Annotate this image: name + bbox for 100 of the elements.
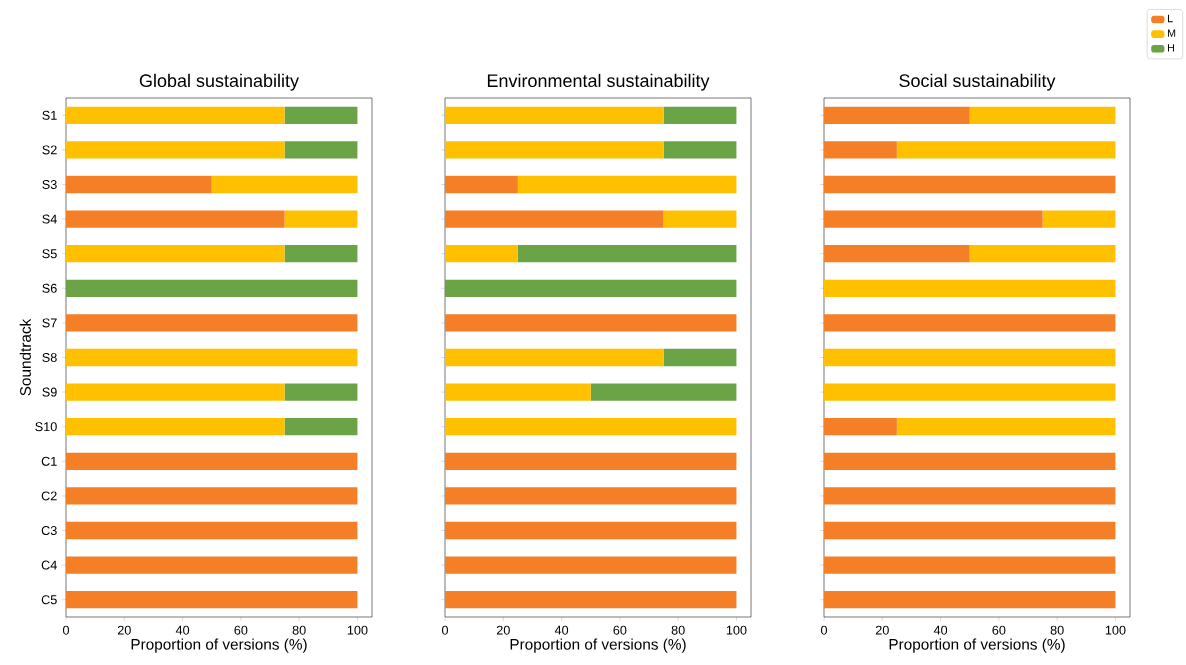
- bar: [66, 314, 358, 332]
- bar: [66, 175, 212, 194]
- bar: [284, 418, 358, 436]
- y-tick-label: C4: [41, 560, 57, 570]
- y-tick-label: S3: [42, 180, 57, 189]
- y-tick-label: C5: [41, 595, 57, 605]
- x-tick-label: 60: [992, 625, 1006, 635]
- x-axis-title: Proportion of versions (%): [889, 638, 1065, 653]
- bar: [66, 418, 285, 436]
- bar: [66, 245, 285, 263]
- bar: [824, 418, 897, 436]
- x-tick-label: 100: [1105, 625, 1126, 635]
- x-axis-title: Proportion of versions (%): [510, 638, 686, 653]
- bar: [66, 521, 358, 540]
- bar: [969, 106, 1116, 124]
- bar: [824, 106, 970, 124]
- bar: [445, 418, 737, 436]
- bar: [284, 106, 358, 124]
- x-tick-label: 0: [441, 625, 449, 635]
- bar: [445, 487, 737, 505]
- bar: [66, 383, 285, 401]
- bar: [284, 383, 358, 401]
- legend-label: L: [1168, 14, 1173, 23]
- bar: [517, 175, 737, 194]
- bar: [445, 175, 518, 194]
- bar: [66, 348, 358, 367]
- bar: [663, 106, 737, 124]
- legend-label: M: [1168, 29, 1176, 37]
- y-axis-title: Soundtrack: [19, 318, 31, 396]
- y-tick-label: S1: [42, 110, 57, 120]
- y-tick-label: S10: [35, 422, 57, 432]
- legend-label: H: [1168, 44, 1174, 52]
- bar: [445, 556, 737, 574]
- chart-title: Global sustainability: [139, 73, 299, 91]
- bar: [445, 348, 664, 367]
- y-tick-label: C2: [41, 491, 57, 501]
- bar: [284, 245, 358, 263]
- x-tick-label: 40: [175, 625, 190, 635]
- bar: [824, 348, 1116, 367]
- bar: [896, 141, 1116, 159]
- y-tick-label: S5: [42, 249, 57, 259]
- x-tick-label: 60: [613, 625, 627, 635]
- bar: [1042, 210, 1116, 228]
- y-tick-label: S8: [42, 353, 57, 362]
- bar: [824, 556, 1116, 574]
- bar: [824, 521, 1116, 540]
- bar: [824, 591, 1116, 609]
- chart-title: Environmental sustainability: [487, 73, 710, 91]
- bar: [445, 452, 737, 470]
- bar: [824, 141, 897, 159]
- x-tick-label: 40: [933, 625, 948, 635]
- bar: [445, 141, 664, 159]
- bar: [663, 210, 737, 228]
- bar: [824, 175, 1116, 194]
- bar: [824, 210, 1043, 228]
- bar: [824, 452, 1116, 470]
- chart-title: Social sustainability: [899, 73, 1056, 91]
- bar: [66, 106, 285, 124]
- bar: [896, 418, 1116, 436]
- y-tick-label: S2: [42, 145, 57, 155]
- bar: [824, 383, 1116, 401]
- x-tick-label: 80: [671, 625, 685, 635]
- bar: [445, 521, 737, 540]
- y-tick-label: S7: [42, 318, 57, 328]
- bar: [211, 175, 358, 194]
- bar: [824, 314, 1116, 332]
- bar: [66, 279, 358, 297]
- x-tick-label: 100: [347, 625, 368, 635]
- x-tick-label: 60: [234, 625, 248, 635]
- bar: [824, 487, 1116, 505]
- bar: [445, 245, 518, 263]
- bar: [445, 591, 737, 609]
- bar: [66, 141, 285, 159]
- x-tick-label: 0: [820, 625, 828, 635]
- y-tick-label: C1: [41, 456, 57, 466]
- y-tick-label: S6: [42, 283, 57, 293]
- bar: [824, 279, 1116, 297]
- bar: [445, 279, 737, 297]
- x-tick-label: 40: [554, 625, 569, 635]
- x-tick-label: 20: [875, 625, 889, 635]
- bar: [590, 383, 737, 401]
- x-tick-label: 20: [117, 625, 131, 635]
- x-tick-label: 20: [496, 625, 510, 635]
- bar: [284, 210, 358, 228]
- y-tick-label: S9: [42, 387, 57, 397]
- bar: [445, 210, 664, 228]
- bar: [445, 314, 737, 332]
- x-axis-title: Proportion of versions (%): [131, 638, 307, 653]
- bar: [66, 210, 285, 228]
- bar: [66, 452, 358, 470]
- bar: [66, 591, 358, 609]
- bar: [663, 141, 737, 159]
- bar: [969, 245, 1116, 263]
- x-tick-label: 80: [1050, 625, 1064, 635]
- bar: [445, 106, 664, 124]
- bar: [66, 487, 358, 505]
- x-tick-label: 80: [292, 625, 306, 635]
- bar: [663, 348, 737, 367]
- bar: [445, 383, 591, 401]
- y-tick-label: S4: [42, 214, 57, 224]
